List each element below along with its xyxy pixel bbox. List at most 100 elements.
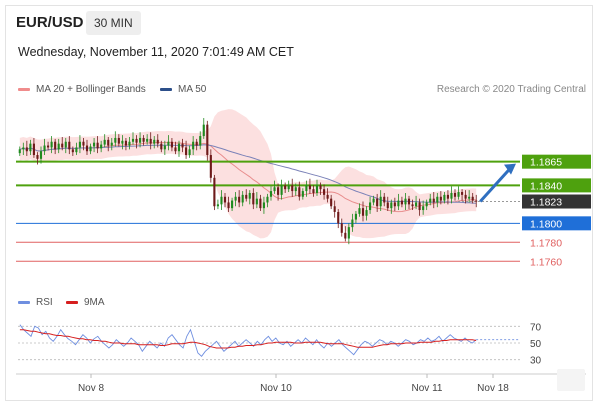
candle-body: [85, 145, 89, 152]
rsi-level-label: 30: [530, 356, 542, 367]
level-tag-1.1865: [522, 154, 591, 169]
candle-body: [319, 185, 322, 190]
candle-body: [461, 192, 464, 195]
candle-body: [163, 145, 166, 150]
candle-body: [68, 141, 71, 150]
candle-body: [22, 147, 25, 150]
candle-body: [425, 202, 428, 207]
candle-body: [284, 185, 287, 190]
candle-body: [475, 200, 478, 202]
candle-body: [308, 185, 311, 190]
candle-body: [160, 143, 163, 150]
forecast-arrow: [479, 163, 516, 203]
candle-body: [36, 155, 39, 159]
candle-body: [153, 139, 156, 144]
level-label-1.1760: 1.1760: [530, 256, 562, 268]
candle-body: [400, 200, 403, 205]
candle-body: [340, 223, 343, 233]
candle-body: [354, 213, 357, 220]
candle-body: [213, 177, 216, 207]
candle-body: [411, 204, 414, 207]
candle-body: [54, 141, 57, 150]
candle-body: [372, 198, 375, 203]
candle-body: [294, 187, 297, 192]
zoom-control[interactable]: [557, 369, 585, 391]
candle-body: [422, 206, 425, 211]
x-tick-label: Nov 18: [477, 383, 509, 394]
candle-body: [351, 219, 354, 228]
candle-body: [464, 194, 467, 199]
candle-body: [135, 138, 138, 143]
symbol-title: EUR/USD: [16, 14, 84, 31]
candle-body: [61, 143, 64, 148]
candle-body: [231, 200, 234, 209]
level-label-1.1800: 1.1800: [530, 218, 562, 230]
legend-rsi-ma-label: 9MA: [84, 297, 105, 308]
ma50-swatch: [160, 87, 172, 91]
research-credit: Research © 2020 Trading Central: [436, 84, 586, 95]
candle-body: [96, 142, 99, 149]
candle-body: [103, 139, 106, 145]
candle-body: [393, 202, 396, 207]
candle-body: [25, 147, 28, 152]
candle-body: [280, 185, 283, 195]
level-label-1.1865: 1.1865: [530, 157, 562, 169]
candle-body: [216, 204, 219, 207]
bollinger-bands: [19, 109, 477, 239]
candle-body: [206, 124, 209, 156]
candle-body: [220, 196, 223, 205]
candle-body: [344, 232, 347, 239]
candle-body: [432, 198, 435, 203]
candle-body: [43, 145, 46, 152]
candle-body: [202, 124, 205, 137]
candle-body: [301, 191, 304, 197]
rsi-level-label: 50: [530, 339, 542, 350]
candle-body: [18, 149, 21, 154]
rsi-line: [19, 324, 477, 357]
candle-body: [383, 196, 386, 203]
level-tag-1.1840: [522, 178, 591, 193]
candle-body: [361, 208, 365, 216]
key-levels: 1.1865 1.1840 1.1823 1.1800 1.1780 1.1760: [16, 154, 591, 268]
level-label-last: 1.1823: [530, 197, 562, 209]
candle-body: [185, 147, 188, 156]
candle-body: [156, 139, 159, 144]
candle-body: [446, 194, 449, 199]
candle-body: [82, 141, 85, 146]
candle-body: [124, 140, 127, 146]
candle-body: [443, 194, 446, 201]
candle-body: [333, 206, 336, 212]
candle-body: [131, 138, 135, 142]
candles: [18, 118, 478, 245]
candle-body: [121, 140, 124, 144]
candle-body: [149, 138, 152, 144]
candle-body: [78, 141, 81, 148]
candle-body: [337, 211, 340, 224]
candle-body: [64, 141, 67, 148]
moving-averages: [19, 141, 477, 213]
candle-body: [386, 202, 389, 209]
candle-body: [93, 142, 96, 147]
candle-body: [453, 192, 457, 197]
candle-body: [277, 187, 280, 195]
candle-body: [146, 138, 149, 142]
legend-rsi: RSI: [18, 297, 53, 308]
candle-body: [450, 192, 453, 199]
x-tick-label: Nov 10: [260, 383, 292, 394]
candle-body: [57, 143, 60, 150]
candle-body: [227, 202, 230, 209]
candle-body: [365, 210, 368, 216]
candle-body: [436, 196, 439, 203]
candle-body: [181, 143, 184, 148]
rsi-panel: 70 50 30: [18, 322, 542, 367]
candle-body: [100, 144, 103, 149]
level-tag-1.1800: [522, 216, 591, 231]
candle-body: [245, 194, 248, 199]
candle-body: [75, 147, 78, 153]
level-label-1.1780: 1.1780: [530, 237, 562, 249]
timeframe-badge[interactable]: 30 MIN: [86, 11, 141, 35]
candle-body: [269, 191, 273, 197]
rsi-ma-line: [19, 329, 477, 349]
candle-body: [234, 196, 237, 201]
